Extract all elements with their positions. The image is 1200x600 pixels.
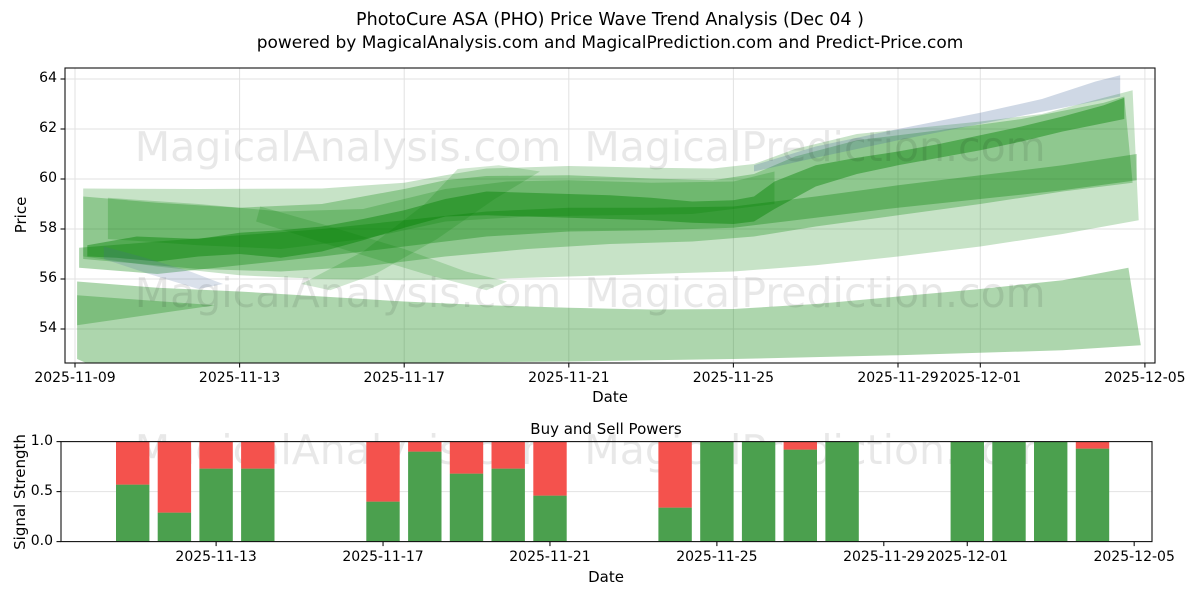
bottom-y-tick-label: 0.5 [30,482,53,499]
sell-power-bar [449,441,484,474]
buy-power-bar [825,441,859,542]
buy-power-bar [700,441,734,542]
buy-power-bar [408,451,442,542]
buy-power-bar [992,441,1026,542]
top-y-tick-label: 56 [39,270,57,286]
top-y-tick-label: 62 [39,120,57,136]
sell-power-bar [491,441,525,469]
sell-power-bar [366,441,400,502]
top-gridlines [65,68,1155,363]
sell-power-bar [408,441,442,452]
sell-power-bar [241,441,275,469]
top-xaxis-label: Date [592,388,628,406]
buy-power-bar [449,473,484,542]
watermark-text: MagicalAnalysis.com [135,123,562,171]
lower-channel-band [77,267,1141,363]
buy-power-bar [241,468,275,542]
figure-title: PhotoCure ASA (PHO) Price Wave Trend Ana… [356,10,864,30]
sell-power-bar [199,441,233,469]
cross-band-ascending [301,165,540,291]
bottom-x-tick-label: 2025-12-01 [926,549,1008,565]
top-y-tick-label: 54 [39,320,57,336]
bottom-y-tick-label: 1.0 [30,432,53,449]
core-trend [87,97,1125,262]
bottom-x-tick-label: 2025-11-13 [175,549,257,565]
top-x-tick-label: 2025-11-21 [528,370,610,386]
cross-band-descending [256,206,508,291]
buy-power-bar [1034,441,1068,542]
sell-power-bar [116,441,150,485]
sell-power-bar [1075,441,1110,449]
sell-power-bar [157,441,192,513]
watermark-text: MagicalPrediction.com [584,123,1045,171]
watermark-text: MagicalPrediction.com [584,269,1045,317]
bottom-xaxis-label: Date [588,568,624,586]
bottom-x-tick-label: 2025-11-17 [342,549,424,565]
buy-sell-bars [116,441,1110,542]
top-x-tick-label: 2025-11-09 [34,370,116,386]
top-y-tick-label: 64 [39,70,57,86]
buy-power-bar [157,512,192,542]
axes-frames [56,67,1156,547]
price-wave-bands [77,75,1141,363]
top-x-tick-label: 2025-11-29 [857,370,939,386]
upper-blue-band [754,75,1121,172]
buy-power-bar [116,484,150,542]
sell-power-bar [533,441,567,496]
watermark-text: MagicalAnalysis.com [135,269,562,317]
lower-wedge [77,295,215,326]
buy-power-bar [366,501,400,542]
bottom-y-tick-label: 0.0 [30,532,53,549]
buy-power-bar [1075,448,1110,542]
buy-power-bar [658,507,692,542]
bottom-x-tick-label: 2025-11-21 [509,549,591,565]
sell-power-bar [658,441,692,508]
buy-power-bar [741,441,776,542]
buy-power-bar [783,449,817,542]
top-watermarks: MagicalAnalysis.com MagicalPrediction.com… [135,123,1046,317]
buy-power-bar [950,441,984,542]
top-y-tick-label: 58 [39,220,57,236]
top-x-tick-label: 2025-11-13 [198,370,281,386]
bottom-x-tick-label: 2025-11-25 [676,549,758,565]
outer-envelope [83,90,1139,281]
figure-subtitle: powered by MagicalAnalysis.com and Magic… [256,33,964,53]
buy-power-bar [491,468,525,542]
top-x-tick-label: 2025-11-17 [363,370,445,386]
left-cluster-layer [107,171,775,249]
top-x-tick-label: 2025-11-25 [692,370,775,386]
buy-power-bar [199,468,233,542]
sell-power-bar [783,441,817,450]
top-y-tick-label: 60 [39,170,57,186]
top-x-tick-label: 2025-12-05 [1104,370,1186,386]
buy-power-bar [533,495,567,542]
mid-trend-strip [79,154,1137,274]
top-x-tick-label: 2025-12-01 [939,370,1021,386]
bottom-chart-title: Buy and Sell Powers [530,420,682,438]
blue-wisp [103,246,224,289]
bottom-x-tick-label: 2025-11-29 [843,549,925,565]
bottom-x-tick-label: 2025-12-05 [1093,549,1175,565]
inner-envelope [83,96,1133,272]
